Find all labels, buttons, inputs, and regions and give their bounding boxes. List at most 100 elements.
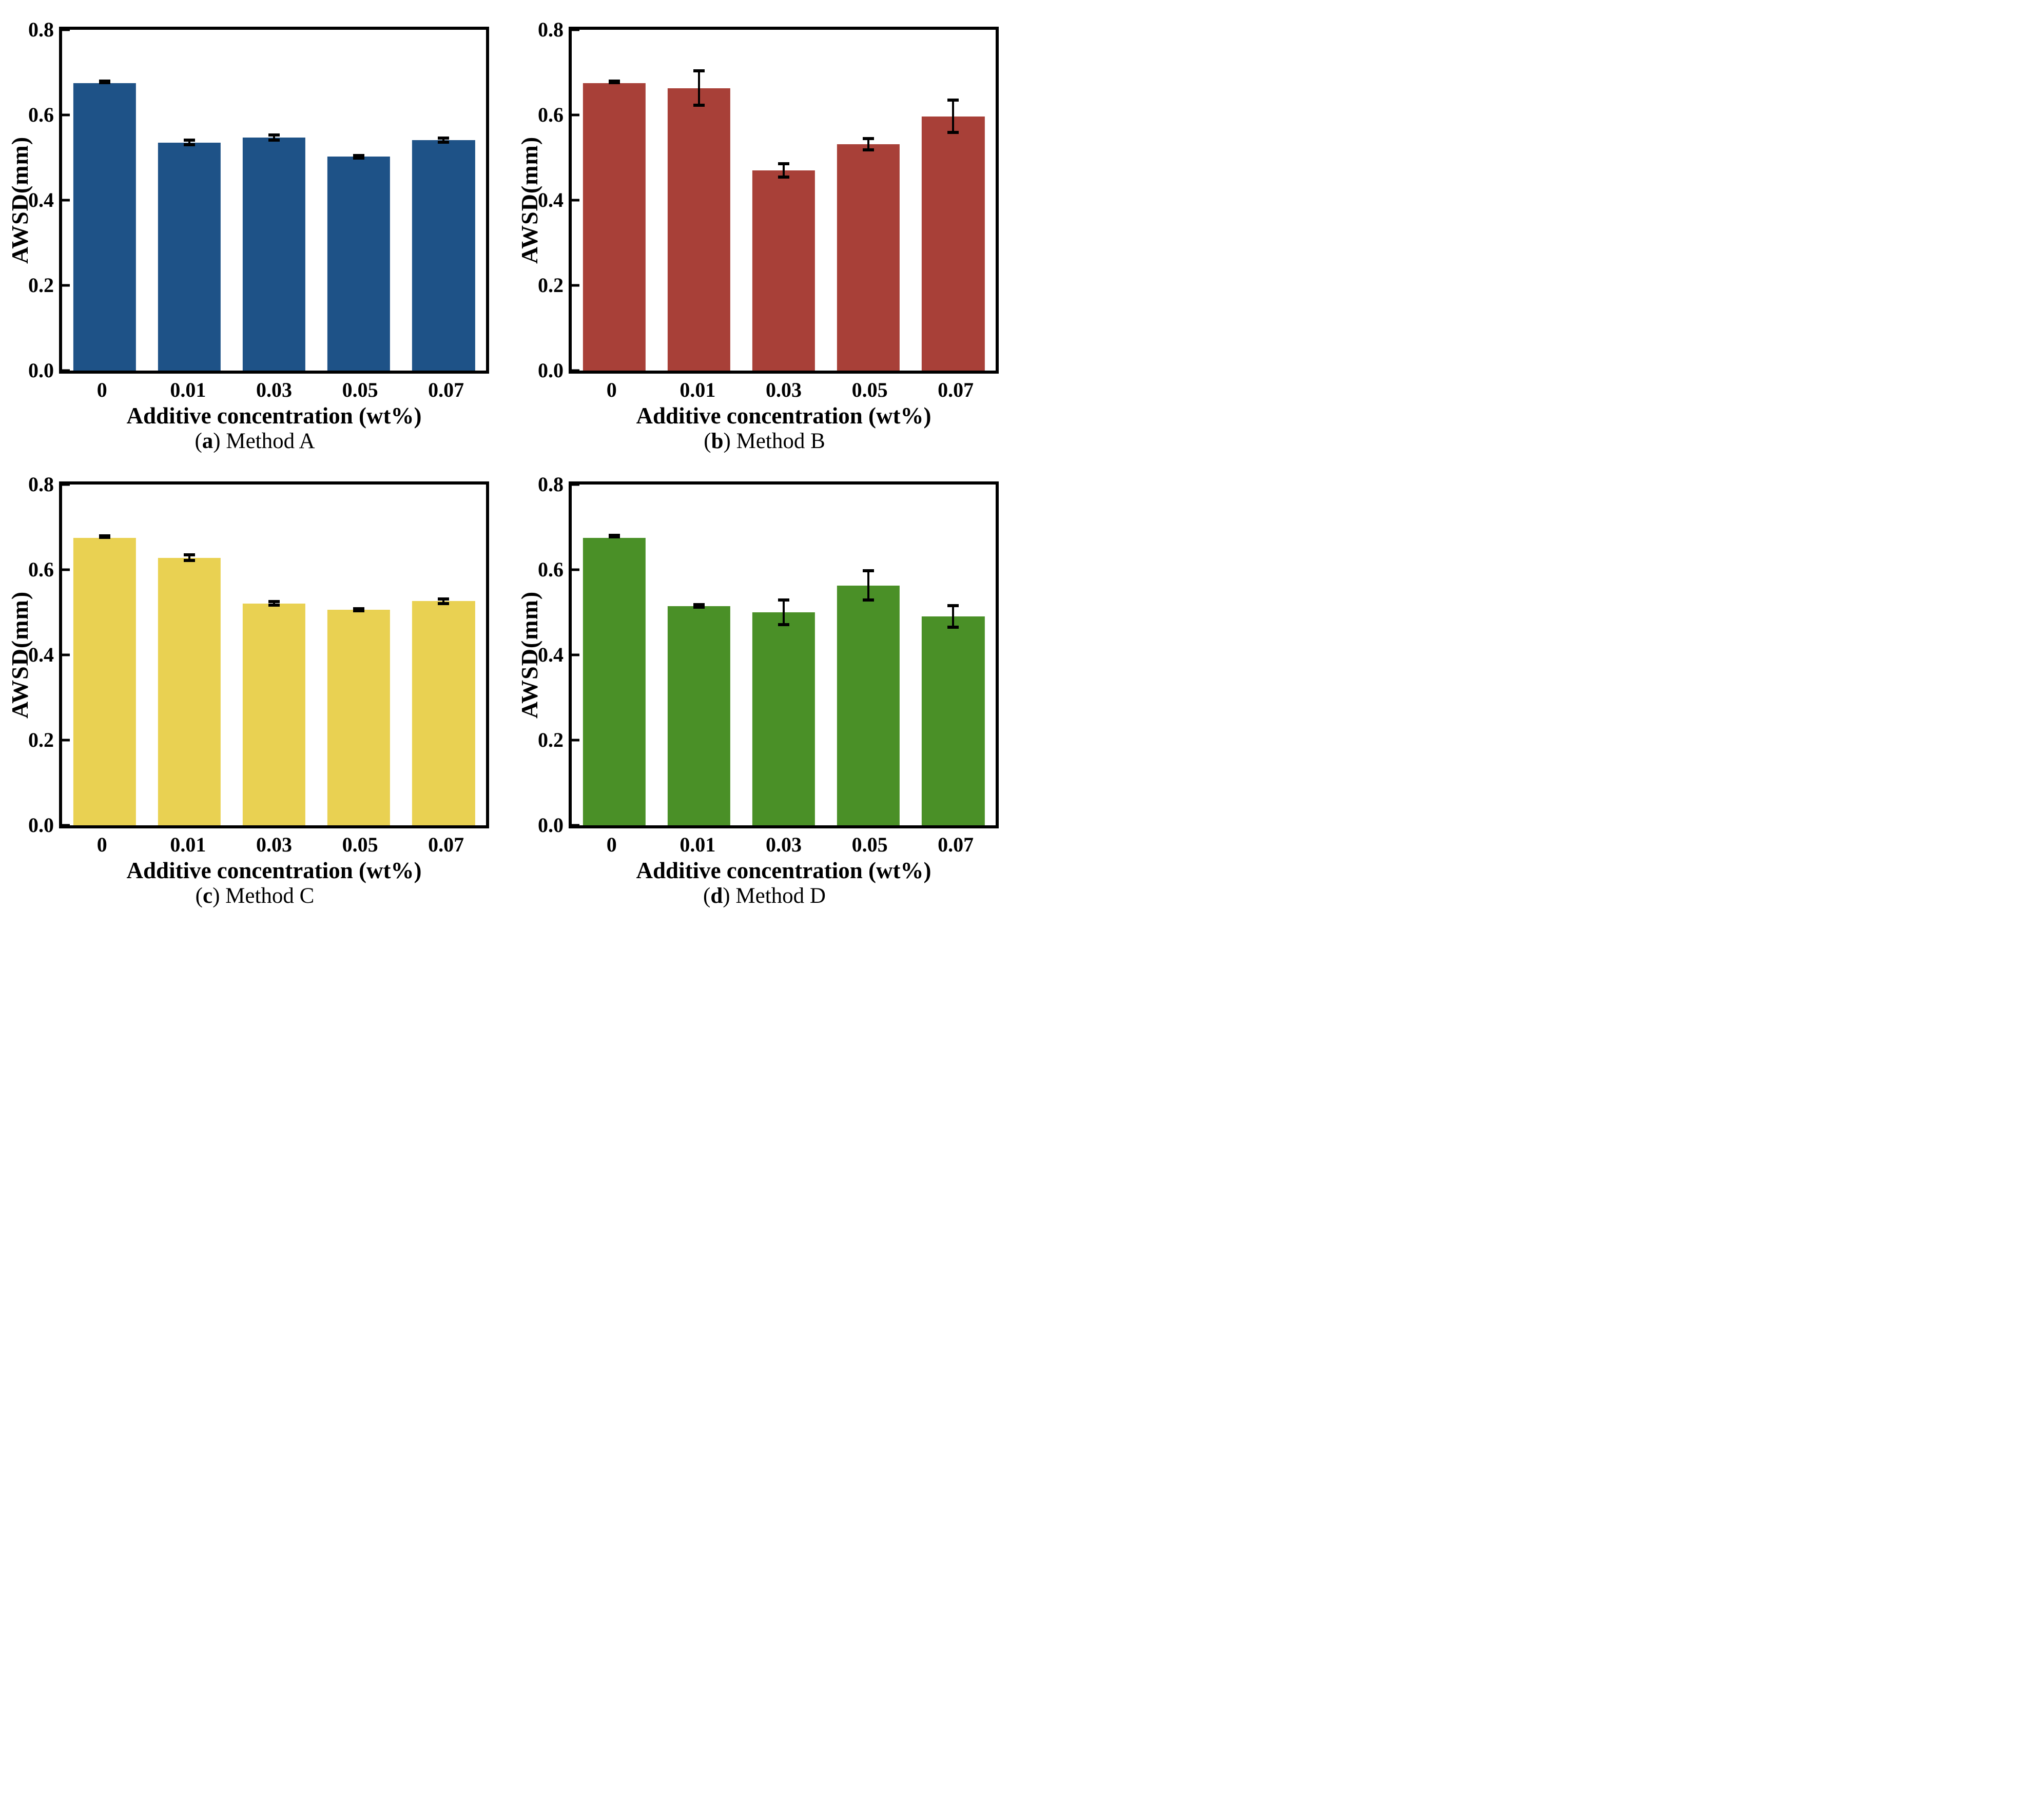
bar-d-0.05 <box>837 585 900 825</box>
x-tick-label: 0 <box>96 378 107 401</box>
error-bar-cap-top <box>693 603 705 606</box>
error-bar <box>99 80 111 85</box>
error-bar-cap-top <box>183 553 195 557</box>
bar-slot-0.03 <box>741 30 826 371</box>
error-bar-cap-top <box>438 597 450 601</box>
x-tick-labels: 0 0.01 0.03 0.05 0.07 <box>59 835 489 855</box>
y-tick-mark <box>62 653 70 656</box>
error-bar-line <box>867 137 870 152</box>
error-bar <box>947 99 959 134</box>
error-bar-cap-bottom <box>99 81 110 85</box>
error-bar-line <box>783 162 785 179</box>
y-tick-label: 0.8 <box>538 18 564 41</box>
error-bar <box>947 604 959 629</box>
error-bar-cap-bottom <box>863 148 875 152</box>
panel-caption: (c) Method C <box>0 885 510 907</box>
chart-panel-d: AWSD(mm) 0.0 0.2 0.4 0.6 0.8 0 0.01 0.03 0.05 0.… <box>510 455 1019 909</box>
caption-title: Method D <box>735 884 826 908</box>
plot-area: 0.0 0.2 0.4 0.6 0.8 <box>28 20 489 381</box>
x-tick-label: 0.07 <box>938 833 974 856</box>
x-tick-label: 0.03 <box>765 378 802 401</box>
plot-area: 0.0 0.2 0.4 0.6 0.8 <box>538 20 999 381</box>
error-bar-cap-top <box>947 99 959 102</box>
bar-slot-0.05 <box>317 485 401 825</box>
x-tick-label: 0.07 <box>428 833 464 856</box>
error-bar-cap-top <box>863 137 875 141</box>
error-bar-cap-bottom <box>183 559 195 563</box>
bar-a-0 <box>73 83 136 371</box>
chart-panel-b: AWSD(mm) 0.0 0.2 0.4 0.6 0.8 0 0.01 0.03 0.05 0.… <box>510 0 1019 455</box>
caption-letter: c <box>202 884 213 908</box>
error-bar-cap-bottom <box>778 623 789 626</box>
y-tick-label: 0.8 <box>538 473 564 496</box>
x-tick-label: 0.01 <box>170 378 206 401</box>
y-tick-mark <box>572 284 579 287</box>
error-bar <box>778 598 790 626</box>
y-tick-label: 0.0 <box>538 359 564 382</box>
bar-slot-0.03 <box>741 485 826 825</box>
x-tick-label: 0.03 <box>256 378 292 401</box>
caption-letter: b <box>711 429 724 453</box>
y-tick-mark <box>572 28 579 31</box>
error-bar <box>268 599 280 607</box>
error-bar <box>693 603 705 609</box>
error-bar-cap-top <box>693 69 705 73</box>
y-tick-label: 0.6 <box>538 103 564 126</box>
bar-a-0.07 <box>412 140 475 371</box>
plot-area: 0.0 0.2 0.4 0.6 0.8 <box>28 474 489 836</box>
bar-slot-0.01 <box>147 30 231 371</box>
y-tick-mark <box>62 28 70 31</box>
x-tick-label: 0.07 <box>428 378 464 401</box>
error-bar <box>183 139 196 147</box>
bar-slot-0.05 <box>317 30 401 371</box>
error-bar <box>778 162 790 179</box>
y-tick-mark <box>62 739 70 742</box>
x-tick-label: 0.03 <box>765 833 802 856</box>
bar-slot-0.03 <box>231 30 316 371</box>
error-bar <box>608 80 620 85</box>
error-bar-cap-bottom <box>693 104 705 107</box>
x-tick-label: 0.01 <box>680 378 716 401</box>
x-tick-label: 0 <box>96 833 107 856</box>
error-bar <box>353 153 365 160</box>
x-axis-title: Additive concentration (wt%) <box>126 403 422 429</box>
error-bar-cap-top <box>268 133 280 137</box>
y-tick-mark <box>572 199 579 202</box>
y-tick-label: 0.6 <box>538 558 564 581</box>
y-tick-label: 0.0 <box>28 814 54 837</box>
caption-open-paren: ( <box>704 429 711 453</box>
bar-slots <box>572 485 996 825</box>
bar-d-0.07 <box>922 616 985 825</box>
bar-a-0.01 <box>158 142 221 371</box>
x-tick-label: 0.01 <box>170 833 206 856</box>
error-bar-cap-bottom <box>608 81 620 85</box>
y-tick-mark <box>62 483 70 486</box>
error-bar-line <box>188 139 190 147</box>
y-tick-label: 0.8 <box>28 473 54 496</box>
bar-slot-0.01 <box>656 30 741 371</box>
bar-c-0.05 <box>327 610 391 825</box>
x-tick-labels: 0 0.01 0.03 0.05 0.07 <box>569 835 999 855</box>
x-axis-title: Additive concentration (wt%) <box>636 858 931 883</box>
y-tick-label: 0.4 <box>28 188 54 211</box>
y-tick-label: 0.2 <box>28 728 54 751</box>
y-tick-mark <box>62 824 70 827</box>
error-bar-cap-bottom <box>947 626 959 629</box>
error-bar-cap-top <box>353 153 365 157</box>
error-bar-cap-bottom <box>438 602 450 605</box>
error-bar-cap-top <box>183 139 195 142</box>
x-tick-label: 0.05 <box>851 833 888 856</box>
error-bar-cap-top <box>353 607 365 611</box>
error-bar-cap-bottom <box>608 535 620 539</box>
caption-letter: a <box>202 429 213 453</box>
caption-close-paren: ) <box>723 884 736 908</box>
y-tick-label: 0.4 <box>538 188 564 211</box>
caption-open-paren: ( <box>703 884 711 908</box>
bar-d-0.03 <box>752 612 816 825</box>
error-bar-cap-top <box>778 598 789 602</box>
error-bar-line <box>783 598 785 626</box>
bar-slots <box>62 485 486 825</box>
error-bar <box>268 133 280 142</box>
error-bar-line <box>867 569 870 602</box>
y-tick-mark <box>62 568 70 571</box>
